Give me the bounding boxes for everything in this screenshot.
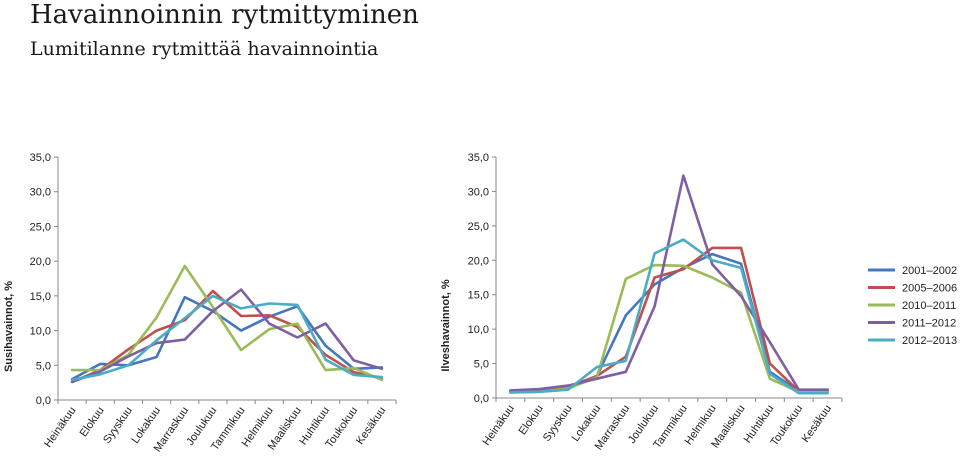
- y-axis-title: Susihavainnot, %: [3, 281, 15, 372]
- legend-label: 2010–2011: [902, 300, 956, 312]
- wolf-observations-chart: 0,0 5,0 10,0 15,0 20,0 25,0 30,0 35,0 Heinäkuu El…: [3, 152, 397, 454]
- y-tick-label: 35,0: [30, 152, 51, 164]
- y-tick-label: 5,0: [474, 359, 489, 371]
- y-tick-label: 15,0: [30, 291, 51, 303]
- y-tick-label: 20,0: [30, 256, 51, 268]
- y-tick-label: 30,0: [30, 187, 51, 199]
- x-tick-label: Heinäkuu: [480, 403, 516, 448]
- y-tick-label: 25,0: [468, 221, 489, 233]
- y-tick-label: 0,0: [474, 393, 489, 405]
- series-line: [70, 295, 384, 381]
- page-subtitle: Lumitilanne rytmittää havainnointia: [30, 38, 379, 60]
- page-title: Havainnoinnin rytmittyminen: [30, 0, 419, 30]
- chart-legend: 2001–2002 2005–2006 2010–2011 2011–2012 2012…: [868, 265, 957, 347]
- series-line: [509, 238, 829, 395]
- x-tick-label: Heinäkuu: [42, 405, 78, 450]
- legend-label: 2011–2012: [902, 318, 956, 330]
- y-tick-label: 25,0: [30, 221, 51, 233]
- series-line: [509, 246, 829, 393]
- series-line: [509, 174, 829, 392]
- y-tick-label: 15,0: [468, 290, 489, 302]
- x-tick-label: Elokuu: [517, 403, 546, 437]
- y-tick-label: 35,0: [468, 152, 489, 164]
- x-tick-label: Kesäkuu: [800, 403, 834, 445]
- legend-label: 2001–2002: [902, 265, 957, 277]
- series-line: [70, 288, 384, 384]
- y-tick-label: 0,0: [36, 395, 51, 407]
- y-tick-label: 5,0: [36, 360, 51, 372]
- y-tick-label: 30,0: [468, 186, 489, 198]
- lynx-observations-chart: 0,0 5,0 10,0 15,0 20,0 25,0 30,0 35,0 Heinäkuu El…: [440, 152, 843, 452]
- series-line: [70, 294, 384, 382]
- y-tick-label: 10,0: [468, 324, 489, 336]
- y-axis-title: Ilveshavainnot, %: [440, 279, 452, 372]
- legend-label: 2005–2006: [902, 283, 957, 295]
- y-tick-label: 10,0: [30, 326, 51, 338]
- y-tick-label: 20,0: [468, 255, 489, 267]
- legend-label: 2012–2013: [902, 335, 957, 347]
- x-tick-label: Elokuu: [78, 405, 107, 439]
